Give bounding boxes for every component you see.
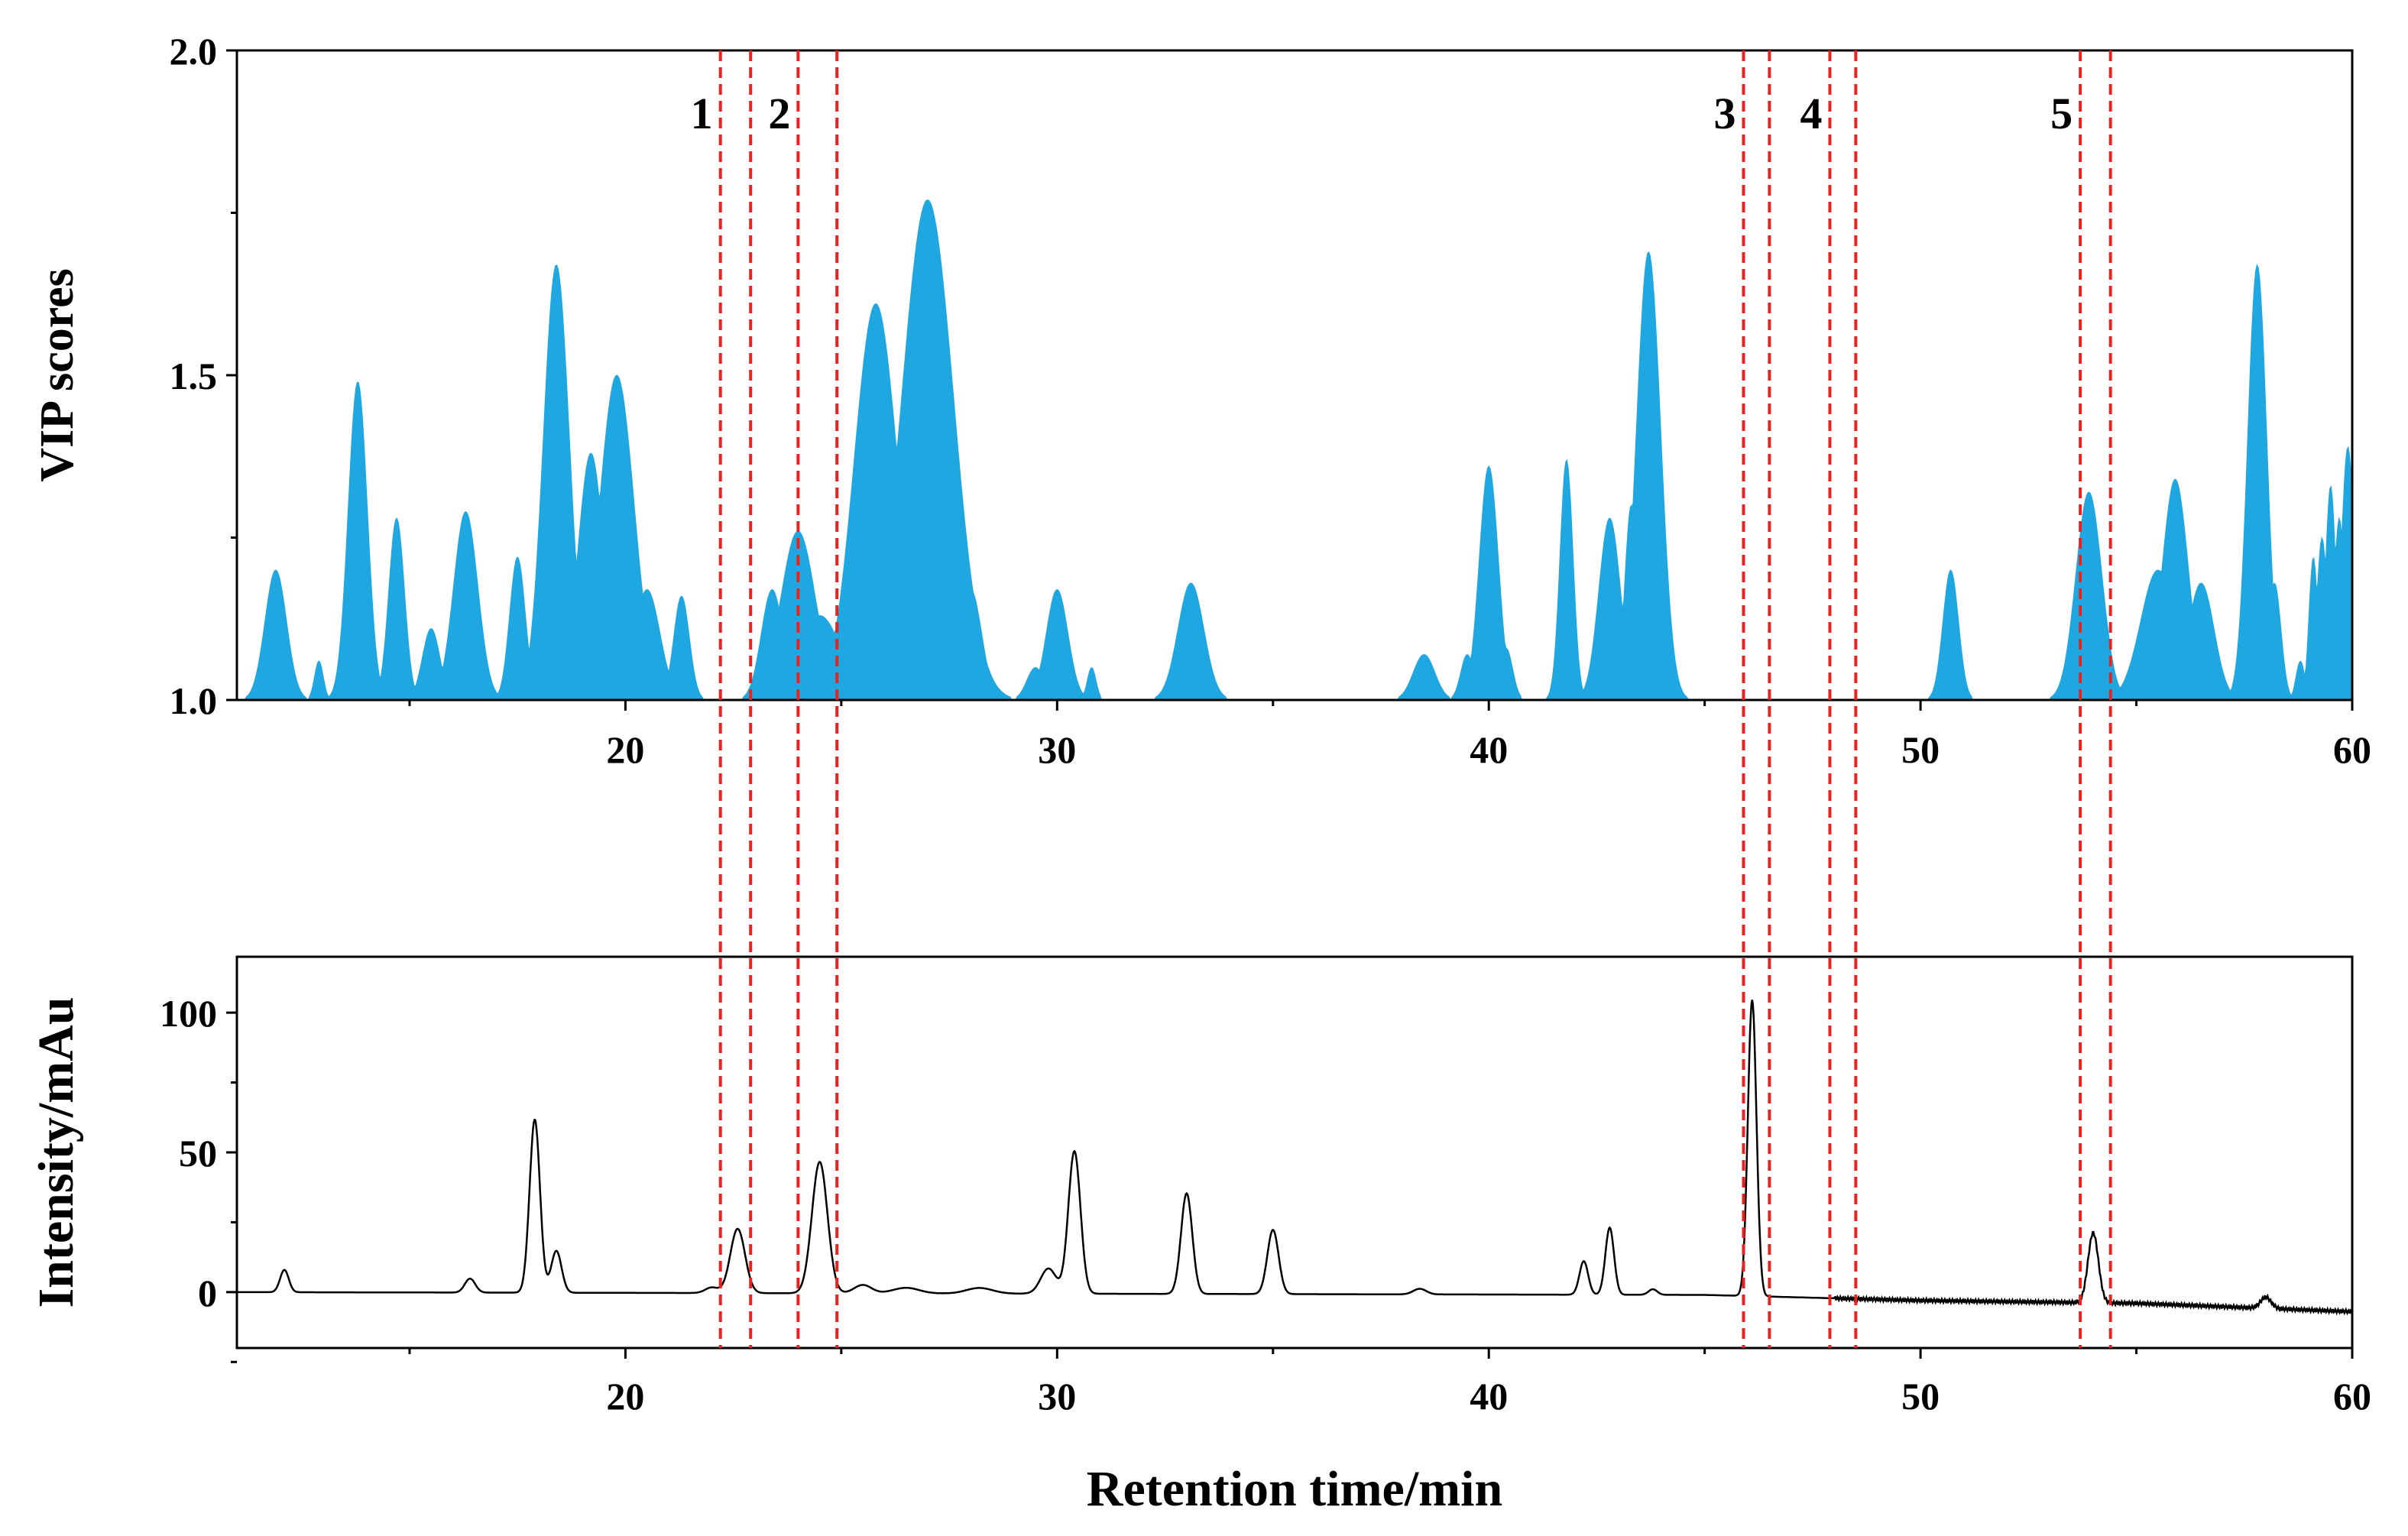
- vip-area-series: [237, 199, 2353, 702]
- vip-x-tick-label: 50: [1901, 728, 1940, 771]
- region-label-2: 2: [768, 89, 790, 138]
- vip-y-tick-label: 1.0: [170, 679, 218, 722]
- vip-y-tick-label: 1.5: [170, 355, 218, 397]
- chromatogram-y-axis-label: Intensity/mAu: [28, 996, 84, 1308]
- chromatogram-x-tick-label: 20: [606, 1375, 644, 1418]
- vip-x-tick-label: 30: [1038, 728, 1076, 771]
- chromatogram-axis-ticks: 0 50 100 20 30 40 50 60: [160, 992, 2371, 1418]
- chromatogram-y-tick-label: 100: [160, 992, 217, 1035]
- vip-y-axis-label: VIP scores: [31, 268, 83, 482]
- chromatogram-x-tick-label: 60: [2333, 1375, 2371, 1418]
- region-label-1: 1: [691, 89, 713, 138]
- vip-plot-frame: [235, 49, 2354, 702]
- region-label-4: 4: [1800, 89, 1822, 138]
- chromatogram-x-tick-label: 40: [1470, 1375, 1508, 1418]
- vip-x-tick-label: 40: [1470, 728, 1508, 771]
- chromatogram-y-tick-label: 0: [198, 1272, 217, 1314]
- vip-x-tick-label: 20: [606, 728, 644, 771]
- chromatogram-y-tick-label: 50: [179, 1132, 217, 1175]
- region-label-5: 5: [2050, 89, 2073, 138]
- chromatogram-panel: 0 50 100 20 30 40 50 60 Intensity/mAu Retention…: [28, 955, 2371, 1517]
- x-axis-label: Retention time/min: [1087, 1461, 1502, 1517]
- chromatogram-line: [237, 1000, 2354, 1316]
- region-label-3: 3: [1713, 89, 1736, 138]
- region-guide-lines: 1 2 3 4 5: [691, 50, 2112, 1348]
- vip-panel: 1.0 1.5 2.0 20 30 40 50 60 VIP scores: [31, 30, 2371, 771]
- vip-y-tick-label: 2.0: [170, 30, 218, 73]
- vip-axis-ticks: 1.0 1.5 2.0 20 30 40 50 60: [170, 30, 2372, 771]
- chromatogram-plot-frame: [235, 955, 2354, 1350]
- chromatogram-x-tick-label: 50: [1901, 1375, 1940, 1418]
- vip-x-tick-label: 60: [2333, 728, 2371, 771]
- chromatogram-x-tick-label: 30: [1038, 1375, 1076, 1418]
